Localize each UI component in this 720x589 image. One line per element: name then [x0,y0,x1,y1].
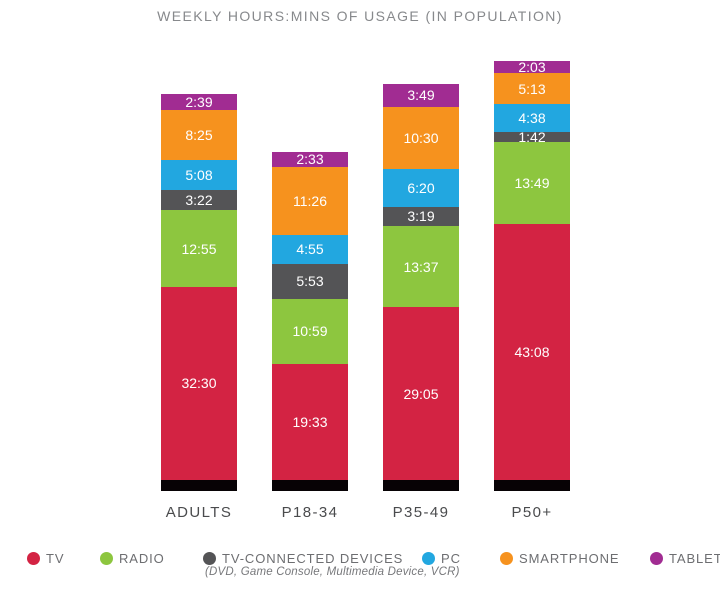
segment-value-label: 2:03 [518,59,546,76]
segment-radio-p18-34: 10:59 [272,298,348,364]
tv-connected-devices-legend-dot-icon [203,552,216,565]
segment-value-label: 13:37 [403,258,439,275]
bar-p18-34: 19:33 10:59 5:53 4:55 11:26 2:33 [272,151,348,491]
segment-tv-connected-devices-p18-34: 5:53 [272,263,348,299]
segment-smartphone-p50plus: 5:13 [494,73,570,105]
legend-label: RADIO [119,551,165,566]
segment-value-label: 4:38 [518,109,546,126]
segment-pc-adults: 5:08 [161,159,237,191]
segment-value-label: 13:49 [514,174,550,191]
segment-pc-p35-49: 6:20 [383,169,459,207]
x-axis-label-p18-34: P18-34 [281,504,339,521]
segment-value-label: 19:33 [292,413,328,430]
chart-title: WEEKLY HOURS:MINS OF USAGE (IN POPULATIO… [157,8,563,24]
legend-label: TABLET [669,551,720,566]
x-axis-label-adults: ADULTS [165,504,233,521]
segment-value-label: 6:20 [407,179,435,196]
tv-legend-dot-icon [27,552,40,565]
segment-radio-p35-49: 13:37 [383,226,459,308]
segment-tv-connected-devices-adults: 3:22 [161,190,237,211]
segment-tv-connected-devices-p50plus: 1:42 [494,128,570,145]
segment-value-label: 11:26 [293,192,327,209]
segment-value-label: 8:25 [185,126,213,143]
segment-tablet-p35-49: 3:49 [383,83,459,107]
bar-base-segment [494,480,570,491]
segment-tv-connected-devices-p35-49: 3:19 [383,206,459,227]
bar-adults: 32:30 12:55 3:22 5:08 8:25 2:39 [161,94,237,491]
bar-base-segment [272,480,348,491]
legend-label: PC [441,551,461,566]
segment-value-label: 3:22 [185,192,213,209]
legend-label: SMARTPHONE [519,551,620,566]
bar-base-segment [161,480,237,491]
segment-radio-adults: 12:55 [161,210,237,287]
segment-pc-p18-34: 4:55 [272,234,348,264]
segment-value-label: 3:19 [407,208,435,225]
segment-value-label: 5:08 [185,166,213,183]
legend-label: TV-CONNECTED DEVICES [222,551,404,566]
segment-value-label: 29:05 [403,385,439,402]
segment-tv-p35-49: 29:05 [383,307,459,480]
segment-value-label: 5:13 [518,80,546,97]
bar-p50plus: 43:08 13:49 1:42 4:38 5:13 2:03 [494,59,570,491]
pc-legend-dot-icon [422,552,435,565]
segment-value-label: 43:08 [514,343,550,360]
segment-tv-adults: 32:30 [161,286,237,480]
segment-tv-p50plus: 43:08 [494,223,570,480]
radio-legend-dot-icon [100,552,113,565]
segment-value-label: 3:49 [407,87,435,104]
segment-value-label: 10:59 [292,323,328,340]
segment-value-label: 32:30 [181,375,217,392]
legend-item-tv-connected-devices: TV-CONNECTED DEVICES [203,551,403,566]
tablet-legend-dot-icon [650,552,663,565]
segment-value-label: 2:33 [296,151,324,168]
segment-value-label: 12:55 [181,240,217,257]
bar-base-segment [383,480,459,491]
x-axis-label-p35-49: P35-49 [392,504,450,521]
segment-value-label: 4:55 [296,241,324,258]
segment-smartphone-p18-34: 11:26 [272,166,348,235]
segment-tv-p18-34: 19:33 [272,363,348,480]
segment-value-label: 1:42 [518,128,546,145]
legend-item-pc: PC [422,551,461,566]
segment-value-label: 5:53 [296,273,324,290]
segment-value-label: 2:39 [185,93,213,110]
legend: TV RADIO TV-CONNECTED DEVICES PC SMARTPHONE T… [0,551,720,569]
segment-tablet-p18-34: 2:33 [272,151,348,168]
legend-item-smartphone: SMARTPHONE [500,551,620,566]
segment-radio-p50plus: 13:49 [494,141,570,224]
x-axis-label-p50plus: P50+ [511,504,553,521]
legend-note: (DVD, Game Console, Multimedia Device, V… [205,566,460,578]
legend-item-tablet: TABLET [650,551,720,566]
segment-smartphone-p35-49: 10:30 [383,106,459,170]
segment-tablet-adults: 2:39 [161,94,237,110]
smartphone-legend-dot-icon [500,552,513,565]
segment-smartphone-adults: 8:25 [161,109,237,160]
legend-label: TV [46,551,65,566]
segment-pc-p50plus: 4:38 [494,104,570,132]
legend-item-tv: TV [27,551,64,566]
legend-item-radio: RADIO [100,551,165,566]
segment-value-label: 10:30 [403,129,439,146]
bar-p35-49: 29:05 13:37 3:19 6:20 10:30 3:49 [383,83,459,491]
segment-tablet-p50plus: 2:03 [494,59,570,76]
